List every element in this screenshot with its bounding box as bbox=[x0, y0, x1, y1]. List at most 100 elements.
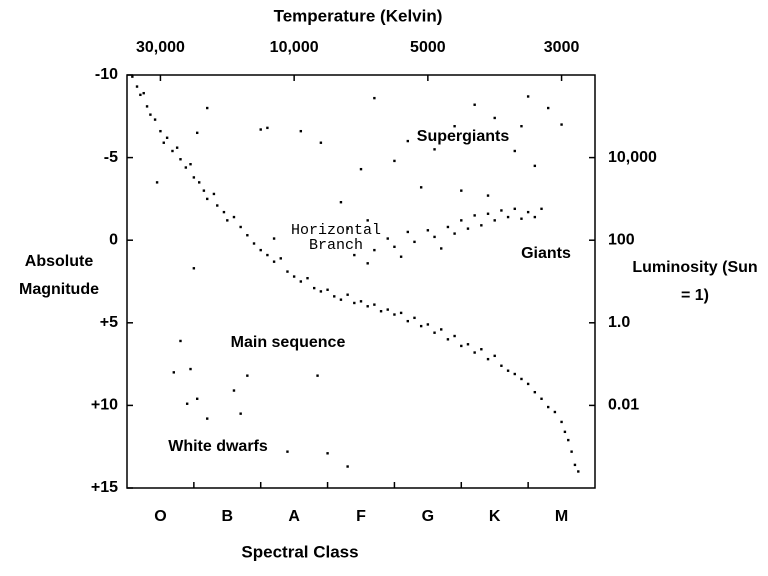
star-point bbox=[353, 253, 356, 257]
star-point bbox=[266, 253, 269, 257]
y2-tick-label: 0.01 bbox=[608, 397, 639, 414]
star-point bbox=[153, 118, 157, 121]
star-point bbox=[172, 371, 175, 374]
star-point bbox=[413, 240, 416, 244]
star-point bbox=[486, 212, 490, 215]
y-tick-label: -5 bbox=[104, 149, 118, 166]
star-point bbox=[533, 215, 537, 219]
star-point bbox=[239, 412, 242, 415]
chart-title: Temperature (Kelvin) bbox=[274, 6, 443, 25]
star-point bbox=[319, 290, 323, 293]
star-point bbox=[272, 237, 276, 240]
star-point bbox=[553, 410, 557, 414]
star-point bbox=[339, 201, 343, 204]
star-point bbox=[453, 334, 456, 338]
star-point bbox=[520, 125, 523, 128]
star-point bbox=[299, 280, 303, 283]
star-point bbox=[179, 339, 182, 343]
star-point bbox=[440, 247, 443, 250]
star-point bbox=[533, 390, 537, 394]
star-point bbox=[577, 470, 580, 473]
star-point bbox=[433, 331, 436, 334]
star-point bbox=[162, 141, 165, 144]
y-tick-label: -10 bbox=[95, 66, 118, 83]
star-point bbox=[202, 189, 206, 192]
x-tick-label: G bbox=[422, 508, 434, 525]
star-point bbox=[563, 430, 567, 434]
y2-tick-label: 1.0 bbox=[608, 314, 630, 331]
star-point bbox=[460, 189, 463, 192]
star-point bbox=[520, 377, 523, 381]
star-point bbox=[406, 139, 409, 143]
x-tick-label: K bbox=[489, 508, 501, 525]
star-point bbox=[171, 149, 174, 153]
star-point bbox=[406, 230, 409, 234]
x-axis-label: Spectral Class bbox=[241, 542, 358, 561]
star-point bbox=[570, 450, 573, 453]
star-point bbox=[466, 227, 470, 230]
star-point bbox=[366, 305, 369, 308]
x2-tick-label: 10,000 bbox=[270, 39, 319, 56]
star-point bbox=[259, 128, 262, 131]
star-point bbox=[526, 95, 530, 98]
star-point bbox=[373, 248, 376, 252]
star-point bbox=[212, 192, 216, 196]
star-point bbox=[493, 354, 496, 358]
star-point bbox=[189, 163, 192, 166]
star-point bbox=[145, 105, 149, 108]
star-point bbox=[232, 215, 236, 219]
star-point bbox=[131, 75, 134, 78]
star-point bbox=[232, 389, 236, 392]
star-point bbox=[560, 123, 563, 126]
star-point bbox=[279, 257, 282, 260]
star-point bbox=[547, 405, 550, 409]
star-point bbox=[189, 367, 192, 371]
x-tick-label: O bbox=[154, 508, 166, 525]
star-point bbox=[196, 131, 199, 135]
star-point bbox=[366, 219, 369, 222]
star-point bbox=[500, 209, 503, 212]
y-tick-label: +15 bbox=[91, 479, 118, 496]
star-point bbox=[493, 116, 496, 120]
star-point bbox=[316, 374, 319, 377]
star-point bbox=[399, 311, 403, 315]
star-point bbox=[135, 85, 139, 88]
star-point bbox=[473, 351, 476, 354]
star-point bbox=[206, 197, 209, 201]
star-point bbox=[506, 369, 510, 372]
star-point bbox=[299, 129, 303, 133]
star-point bbox=[573, 463, 577, 467]
star-point bbox=[346, 227, 349, 230]
star-point bbox=[460, 219, 463, 222]
star-point bbox=[513, 372, 516, 376]
annotation: Main sequence bbox=[231, 334, 346, 351]
star-point bbox=[473, 103, 476, 106]
y2-axis-label: Luminosity (Sun = 1) bbox=[632, 259, 758, 304]
star-point bbox=[346, 465, 349, 468]
star-point bbox=[339, 298, 343, 301]
star-point bbox=[359, 300, 363, 303]
star-point bbox=[393, 245, 396, 249]
star-point bbox=[493, 219, 496, 222]
star-point bbox=[540, 397, 543, 400]
star-point bbox=[252, 242, 256, 245]
star-point bbox=[406, 319, 409, 323]
star-point bbox=[192, 176, 196, 179]
star-point bbox=[226, 219, 229, 222]
x-tick-label: B bbox=[222, 508, 234, 525]
star-point bbox=[196, 397, 199, 400]
star-point bbox=[526, 210, 530, 214]
star-point bbox=[480, 224, 483, 227]
star-point bbox=[272, 260, 276, 263]
star-point bbox=[346, 293, 349, 296]
star-point bbox=[440, 328, 443, 331]
x-tick-label: A bbox=[288, 508, 300, 525]
star-point bbox=[520, 217, 523, 220]
star-point bbox=[419, 186, 423, 189]
star-point bbox=[540, 207, 543, 211]
star-point bbox=[239, 225, 242, 229]
star-point bbox=[192, 267, 196, 270]
star-point bbox=[179, 158, 182, 161]
